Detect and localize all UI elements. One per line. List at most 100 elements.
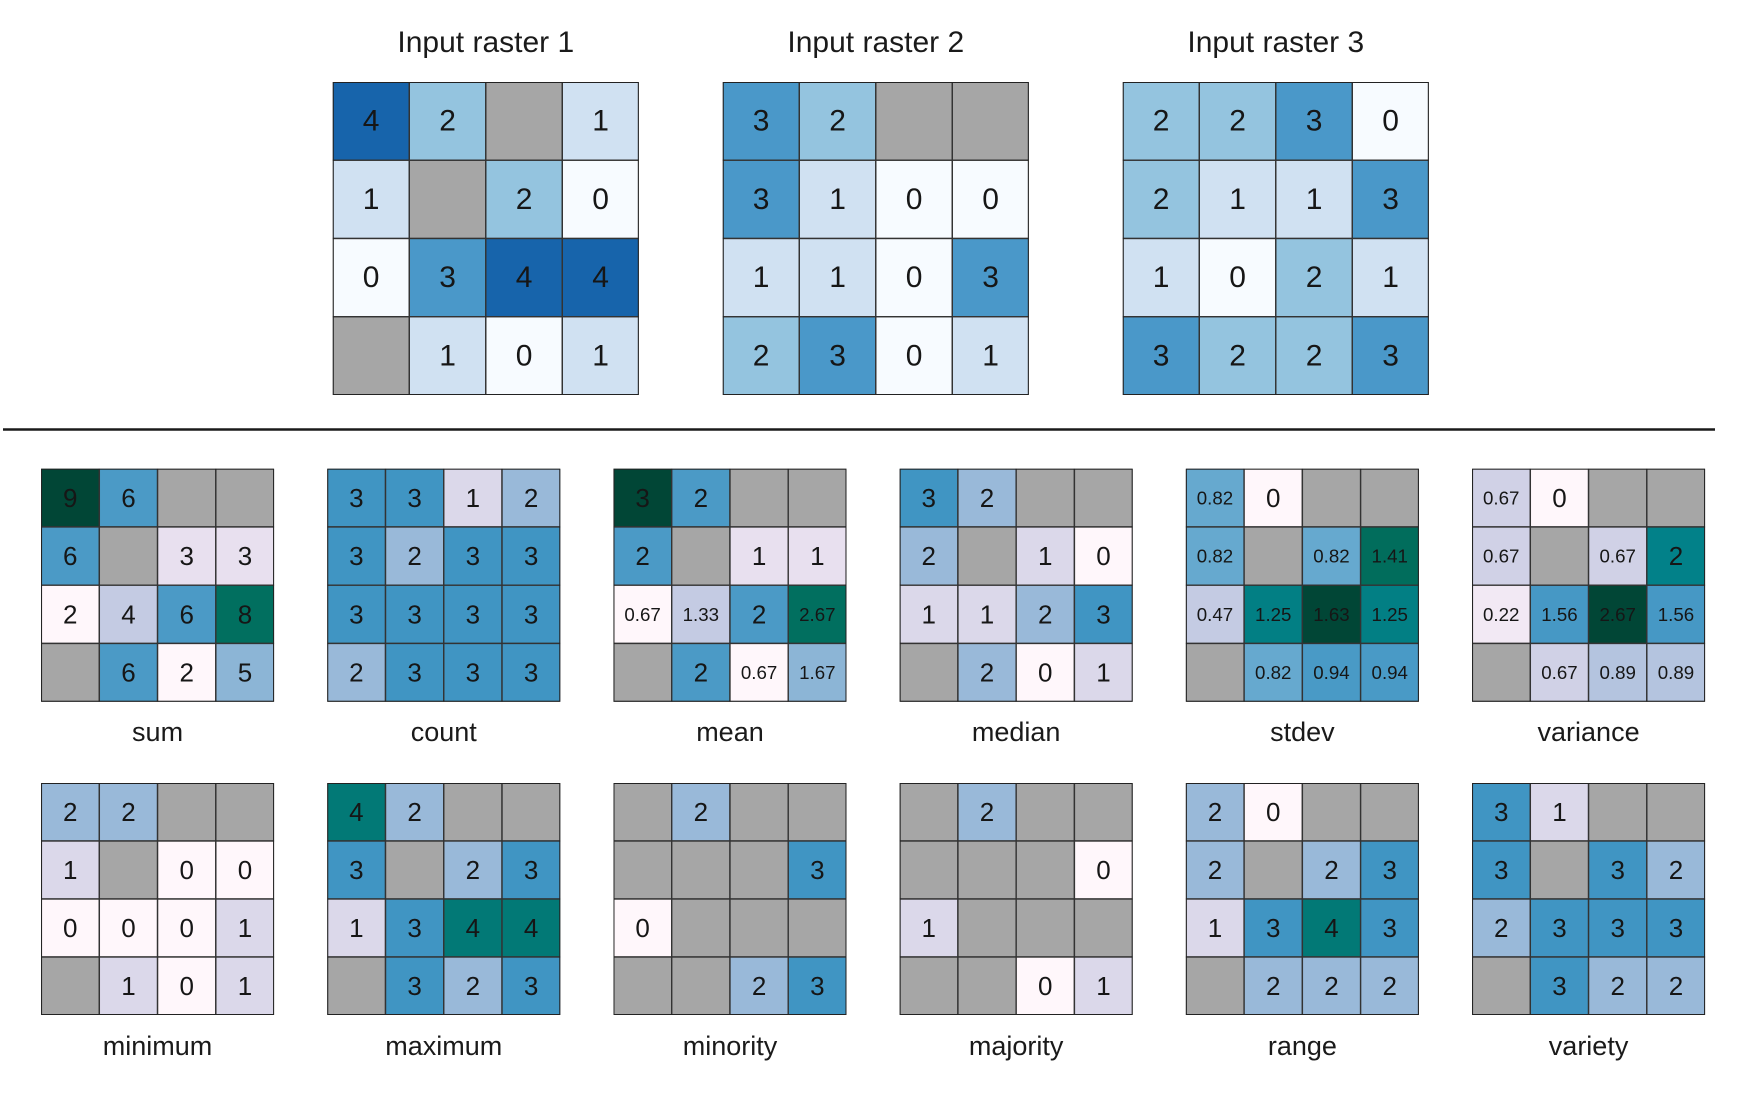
- svg-text:0: 0: [906, 183, 923, 216]
- svg-text:1: 1: [980, 599, 994, 629]
- svg-text:0.82: 0.82: [1255, 662, 1291, 683]
- svg-text:1: 1: [829, 261, 846, 294]
- svg-text:2: 2: [407, 797, 421, 827]
- svg-text:3: 3: [1610, 913, 1624, 943]
- svg-text:1: 1: [753, 261, 770, 294]
- svg-text:1: 1: [349, 913, 363, 943]
- svg-text:2: 2: [1306, 261, 1323, 294]
- svg-text:0: 0: [179, 913, 193, 943]
- svg-text:0.67: 0.67: [1483, 546, 1519, 567]
- svg-text:count: count: [411, 717, 478, 747]
- svg-text:2: 2: [1038, 599, 1052, 629]
- svg-text:1.67: 1.67: [799, 662, 835, 683]
- svg-text:3: 3: [439, 261, 456, 294]
- svg-text:Input raster 1: Input raster 1: [397, 26, 574, 59]
- svg-text:2: 2: [466, 855, 480, 885]
- svg-text:range: range: [1268, 1031, 1337, 1061]
- svg-text:0: 0: [1382, 105, 1399, 138]
- svg-text:5: 5: [238, 658, 252, 688]
- svg-text:2: 2: [1324, 855, 1338, 885]
- svg-text:stdev: stdev: [1270, 717, 1335, 747]
- svg-text:1.41: 1.41: [1372, 546, 1408, 567]
- svg-text:2: 2: [922, 541, 936, 571]
- svg-text:0: 0: [1552, 483, 1566, 513]
- svg-text:3: 3: [1610, 855, 1624, 885]
- svg-text:2: 2: [121, 797, 135, 827]
- svg-text:3: 3: [1382, 339, 1399, 372]
- svg-text:3: 3: [466, 599, 480, 629]
- svg-text:3: 3: [1494, 855, 1508, 885]
- svg-text:2: 2: [516, 183, 533, 216]
- svg-text:3: 3: [1494, 797, 1508, 827]
- svg-text:0.82: 0.82: [1197, 546, 1233, 567]
- svg-text:0: 0: [238, 855, 252, 885]
- svg-text:1: 1: [238, 913, 252, 943]
- svg-text:2: 2: [1208, 797, 1222, 827]
- svg-text:0: 0: [906, 339, 923, 372]
- svg-text:1: 1: [1306, 183, 1323, 216]
- svg-text:variety: variety: [1549, 1031, 1629, 1061]
- svg-text:1: 1: [1153, 261, 1170, 294]
- svg-text:4: 4: [1324, 913, 1338, 943]
- svg-text:2: 2: [1208, 855, 1222, 885]
- svg-text:6: 6: [179, 599, 193, 629]
- svg-text:3: 3: [1153, 339, 1170, 372]
- svg-text:3: 3: [238, 541, 252, 571]
- svg-text:3: 3: [407, 483, 421, 513]
- svg-text:3: 3: [524, 599, 538, 629]
- svg-text:2: 2: [694, 658, 708, 688]
- svg-text:2: 2: [1669, 541, 1683, 571]
- svg-text:4: 4: [349, 797, 363, 827]
- svg-text:0: 0: [906, 261, 923, 294]
- svg-text:0.82: 0.82: [1197, 487, 1233, 508]
- svg-text:median: median: [972, 717, 1061, 747]
- svg-text:1.56: 1.56: [1658, 604, 1694, 625]
- svg-text:0.94: 0.94: [1313, 662, 1349, 683]
- svg-text:1: 1: [121, 971, 135, 1001]
- svg-text:9: 9: [63, 483, 77, 513]
- svg-text:3: 3: [524, 541, 538, 571]
- svg-text:3: 3: [753, 183, 770, 216]
- svg-text:2: 2: [1383, 971, 1397, 1001]
- svg-text:1: 1: [63, 855, 77, 885]
- svg-text:1: 1: [922, 913, 936, 943]
- svg-text:1: 1: [1096, 971, 1110, 1001]
- svg-text:3: 3: [1096, 599, 1110, 629]
- svg-text:2: 2: [407, 541, 421, 571]
- svg-text:0: 0: [121, 913, 135, 943]
- svg-text:3: 3: [810, 855, 824, 885]
- svg-text:3: 3: [407, 913, 421, 943]
- svg-text:3: 3: [753, 105, 770, 138]
- svg-text:3: 3: [810, 971, 824, 1001]
- svg-text:0.94: 0.94: [1372, 662, 1408, 683]
- svg-text:maximum: maximum: [385, 1031, 502, 1061]
- svg-text:0.89: 0.89: [1658, 662, 1694, 683]
- svg-text:1: 1: [752, 541, 766, 571]
- svg-text:2: 2: [752, 971, 766, 1001]
- svg-text:0.82: 0.82: [1313, 546, 1349, 567]
- svg-text:majority: majority: [969, 1031, 1064, 1061]
- svg-text:2: 2: [1229, 105, 1246, 138]
- svg-text:2: 2: [694, 483, 708, 513]
- svg-text:2: 2: [1266, 971, 1280, 1001]
- svg-text:2: 2: [1494, 913, 1508, 943]
- svg-text:1: 1: [1096, 658, 1110, 688]
- svg-text:1.56: 1.56: [1541, 604, 1577, 625]
- svg-text:1: 1: [1552, 797, 1566, 827]
- svg-text:3: 3: [1669, 913, 1683, 943]
- svg-text:1: 1: [810, 541, 824, 571]
- svg-text:0: 0: [592, 183, 609, 216]
- svg-text:3: 3: [524, 971, 538, 1001]
- svg-text:2: 2: [1610, 971, 1624, 1001]
- svg-text:0: 0: [1096, 541, 1110, 571]
- svg-text:2: 2: [1669, 855, 1683, 885]
- svg-text:6: 6: [63, 541, 77, 571]
- svg-text:1: 1: [1038, 541, 1052, 571]
- svg-text:3: 3: [466, 658, 480, 688]
- svg-text:0.67: 0.67: [1483, 487, 1519, 508]
- svg-text:mean: mean: [696, 717, 764, 747]
- svg-text:3: 3: [1552, 971, 1566, 1001]
- svg-text:2: 2: [752, 599, 766, 629]
- svg-text:4: 4: [466, 913, 480, 943]
- svg-text:0.67: 0.67: [741, 662, 777, 683]
